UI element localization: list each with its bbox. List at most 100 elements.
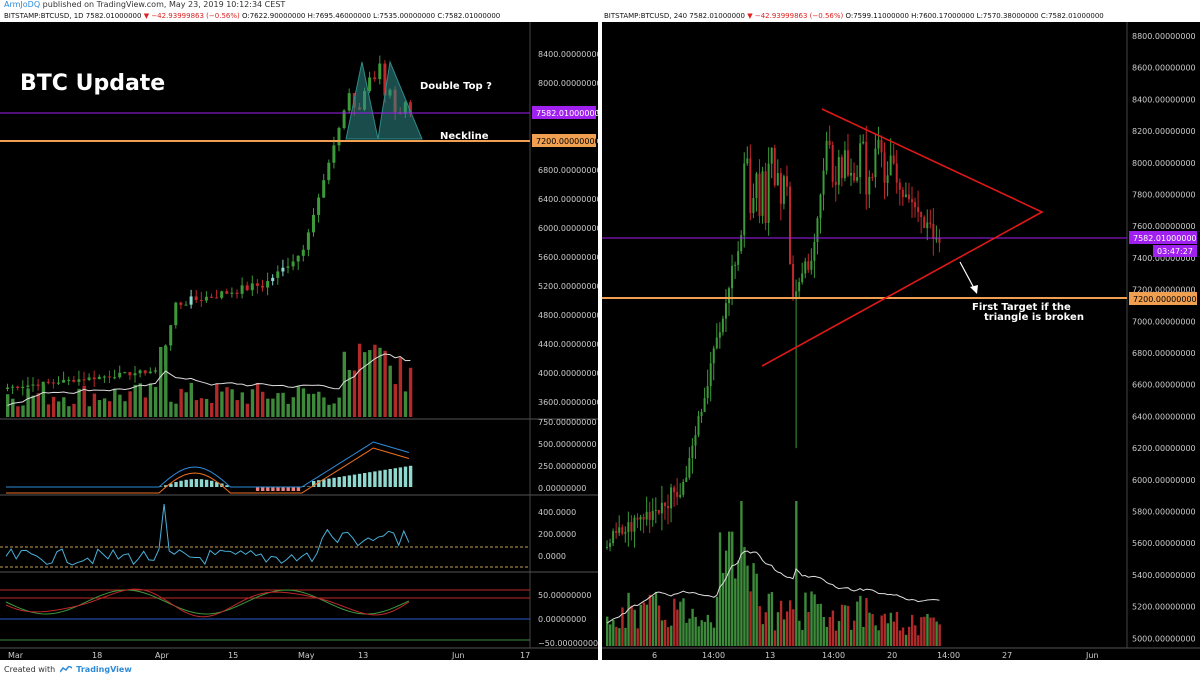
candle-body [825, 140, 828, 171]
volume-bar [807, 611, 810, 646]
right-chart-canvas[interactable]: 8800.00000000 8600.00000000 8400.00000000 8… [602, 22, 1200, 660]
cci-tick: 400.0000 [538, 508, 576, 517]
volume-bar [651, 596, 655, 646]
double-top-shape [345, 60, 423, 140]
volume-bar [357, 343, 362, 417]
volume-bar [670, 625, 673, 646]
macd-histogram-bar [398, 467, 403, 487]
candle-body [737, 251, 740, 265]
candle-body [929, 222, 932, 224]
candle-body [347, 93, 351, 111]
candle-body [853, 172, 856, 181]
volume-bar [41, 384, 46, 417]
volume-bar [337, 397, 341, 417]
right-open: O:7599.11000000 [845, 12, 909, 20]
volume-bar [859, 595, 862, 646]
macd-histogram-bar [403, 466, 408, 487]
candle-body [740, 235, 743, 252]
macd-histogram-bar [296, 487, 301, 491]
macd-histogram-bar [210, 480, 214, 487]
volume-bar [721, 572, 725, 646]
right-price-tick: 8400.00000000 [1132, 95, 1196, 104]
volume-bar [785, 611, 789, 646]
right-price-tick: 6000.00000000 [1132, 476, 1196, 485]
macd-histogram-bar [189, 479, 193, 487]
volume-bar [291, 397, 295, 417]
macd-tick: 750.00000000 [538, 418, 597, 427]
left-high: H:7695.46000000 [307, 12, 371, 20]
candle-body [874, 148, 877, 178]
volume-bar [657, 605, 661, 646]
tradingview-brand[interactable]: TradingView [76, 665, 132, 674]
volume-bar [862, 626, 865, 646]
candle-body [764, 171, 767, 223]
candle-body [676, 492, 679, 497]
left-symbol: BITSTAMP:BTCUSD, 1D [4, 12, 84, 20]
macd-histogram-bar [159, 486, 163, 487]
volume-bar [734, 578, 737, 646]
volume-bar [627, 592, 630, 646]
macd-histogram-bar [306, 486, 311, 487]
right-time-tick: 14:00 [822, 651, 845, 660]
volume-bar [92, 393, 97, 417]
candle-body [383, 63, 387, 96]
candle-body [57, 382, 60, 384]
candle-body [779, 173, 782, 204]
volume-bar [755, 573, 758, 646]
candle-body [667, 506, 669, 509]
candle-body [795, 291, 798, 297]
left-price-tick: 6400.00000000 [538, 195, 598, 204]
volume-bar [770, 592, 774, 646]
volume-bar [709, 622, 713, 646]
volume-bar [148, 383, 153, 417]
macd-histogram-bar [286, 487, 290, 491]
candle-body [694, 435, 697, 446]
candle-body [828, 140, 831, 145]
osc-tick: −50.00000000 [538, 639, 598, 648]
right-time-tick: 20 [887, 651, 897, 660]
volume-bar [700, 620, 703, 646]
volume-ma-line [7, 353, 411, 407]
macd-histogram-bar [164, 485, 168, 487]
candle-body [118, 372, 122, 378]
candle-body [332, 145, 336, 163]
candle-body [306, 232, 310, 250]
candle-body [670, 487, 673, 509]
candle-body [831, 144, 834, 182]
volume-bar [782, 619, 786, 646]
volume-bar [332, 403, 336, 417]
candle-body [907, 194, 910, 200]
candle-body [746, 158, 749, 164]
candle-body [911, 199, 913, 203]
volume-bar [740, 501, 743, 646]
candle-body [688, 457, 691, 478]
left-ohlc-legend: BITSTAMP:BTCUSD, 1D 7582.01000000 ▼ −42.… [4, 10, 500, 22]
candle-body [143, 370, 147, 374]
left-price-tick: 4000.00000000 [538, 369, 598, 378]
macd-histogram-bar [174, 482, 178, 487]
macd-histogram-bar [368, 472, 372, 487]
right-low: L:7570.38000000 [976, 12, 1039, 20]
candle-body [235, 292, 239, 294]
author-link[interactable]: ArmJoDQ [4, 0, 41, 9]
macd-tick: 500.00000000 [538, 440, 597, 449]
candle-body [679, 494, 682, 497]
volume-bar [895, 611, 899, 646]
volume-bar [72, 403, 76, 417]
macd-tick: 250.00000000 [538, 462, 597, 471]
volume-bar [609, 624, 612, 646]
volume-bar [388, 365, 392, 417]
volume-bar [612, 619, 615, 646]
left-chart-canvas[interactable]: 8400.000000008000.000000007600.000000007… [0, 22, 598, 660]
volume-bar [871, 613, 874, 646]
candle-body [846, 150, 849, 176]
volume-bar [834, 630, 838, 646]
macd-histogram-bar [225, 485, 229, 487]
candle-body [179, 302, 183, 305]
candle-body [813, 242, 816, 261]
volume-bar [398, 357, 403, 417]
macd-histogram-bar [169, 483, 173, 487]
macd-histogram-bar [317, 480, 321, 487]
macd-histogram-bar [383, 469, 387, 487]
countdown-marker [1153, 245, 1197, 257]
